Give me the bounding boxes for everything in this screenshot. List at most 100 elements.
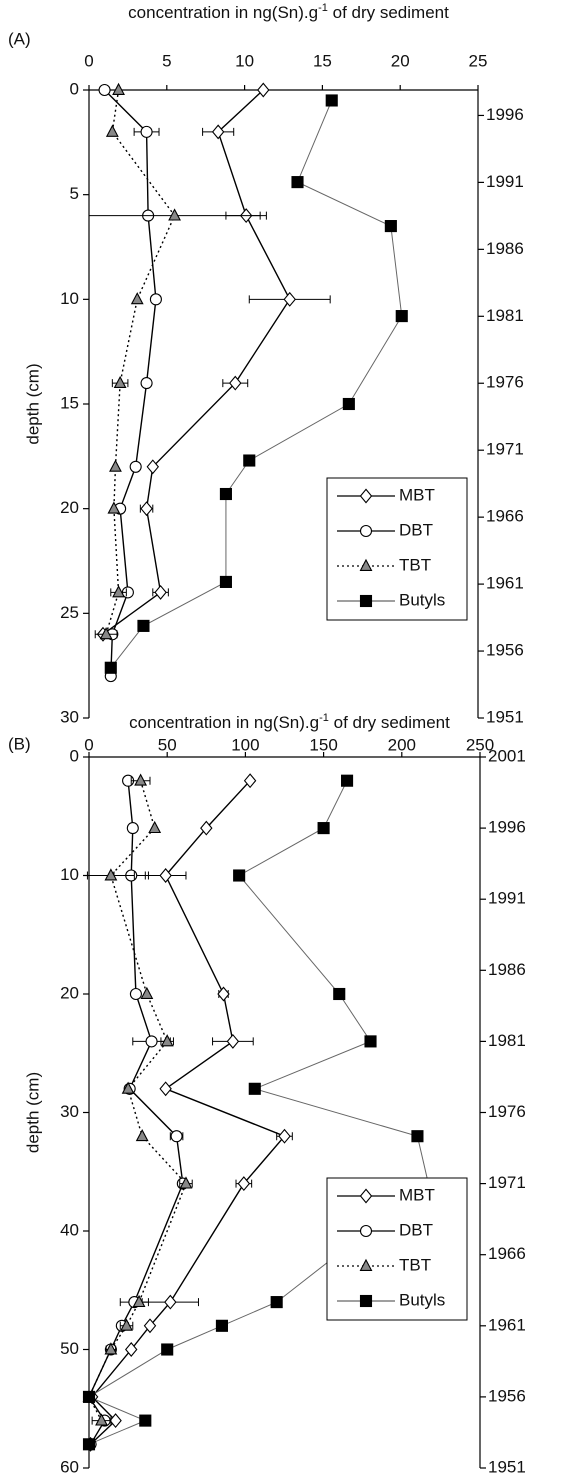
marker bbox=[132, 1294, 146, 1308]
y-tick-label: 30 bbox=[60, 1102, 79, 1121]
x-axis-title-part: of dry sediment bbox=[329, 713, 450, 732]
marker bbox=[140, 377, 153, 390]
marker bbox=[121, 1081, 135, 1094]
x-tick-label: 15 bbox=[313, 51, 332, 70]
y2-tick-label: 1971 bbox=[486, 440, 524, 459]
marker bbox=[364, 1035, 377, 1048]
y-tick-label: 5 bbox=[70, 184, 79, 203]
marker bbox=[99, 627, 113, 640]
marker bbox=[129, 460, 142, 473]
series-line bbox=[102, 89, 291, 635]
marker bbox=[109, 459, 122, 472]
y-tick-label: 10 bbox=[60, 865, 79, 884]
y2-tick-label: 2001 bbox=[488, 746, 526, 765]
marker bbox=[139, 1414, 152, 1427]
marker bbox=[291, 176, 304, 189]
y2-tick-label: 1991 bbox=[488, 889, 526, 908]
series-line bbox=[105, 89, 176, 635]
marker bbox=[243, 454, 256, 467]
marker bbox=[248, 1082, 261, 1095]
legend-marker bbox=[359, 1224, 373, 1238]
series-line bbox=[87, 780, 429, 1445]
marker bbox=[168, 208, 181, 221]
marker bbox=[149, 293, 162, 306]
y2-tick-label: 1976 bbox=[486, 373, 524, 392]
marker bbox=[170, 1130, 183, 1143]
legend-box bbox=[326, 477, 468, 621]
y-tick-label: 10 bbox=[60, 289, 79, 308]
marker bbox=[164, 1294, 177, 1310]
marker bbox=[237, 1176, 251, 1192]
marker bbox=[143, 1318, 157, 1334]
marker bbox=[82, 1390, 96, 1403]
y-tick-label: 0 bbox=[70, 746, 79, 765]
y-axis-title: depth (cm) bbox=[23, 363, 42, 444]
marker bbox=[140, 501, 153, 517]
marker bbox=[105, 124, 119, 137]
x-axis-title: concentration in ng(Sn).g-1 of dry sedim… bbox=[129, 712, 450, 733]
marker bbox=[317, 822, 330, 835]
legend-label: MBT bbox=[399, 485, 435, 504]
marker bbox=[411, 1130, 424, 1143]
marker bbox=[104, 868, 118, 881]
y2-tick-label: 1966 bbox=[486, 507, 524, 526]
panel-label: (A) bbox=[8, 29, 31, 48]
marker bbox=[200, 820, 213, 836]
legend-label: TBT bbox=[399, 1255, 431, 1274]
y2-tick-label: 1956 bbox=[486, 641, 524, 660]
x-tick-label: 50 bbox=[158, 735, 177, 754]
marker bbox=[148, 820, 162, 834]
marker bbox=[95, 1413, 108, 1426]
marker bbox=[179, 1176, 193, 1189]
marker bbox=[126, 822, 139, 835]
legend-marker bbox=[359, 594, 373, 608]
x-tick-label: 5 bbox=[162, 51, 171, 70]
marker bbox=[146, 459, 160, 475]
series-line bbox=[88, 780, 187, 1421]
y-tick-label: 60 bbox=[60, 1457, 79, 1476]
marker bbox=[270, 1296, 283, 1309]
marker bbox=[233, 869, 246, 882]
y2-tick-label: 1981 bbox=[486, 306, 524, 325]
x-axis-title-part: -1 bbox=[319, 712, 329, 724]
y2-tick-label: 1991 bbox=[486, 172, 524, 191]
marker bbox=[243, 773, 257, 789]
marker bbox=[140, 986, 154, 999]
y2-tick-label: 1971 bbox=[488, 1173, 526, 1192]
marker bbox=[134, 773, 148, 786]
marker bbox=[113, 375, 127, 389]
marker bbox=[395, 310, 408, 323]
legend-marker bbox=[359, 1258, 373, 1271]
y-tick-label: 20 bbox=[60, 498, 79, 517]
marker bbox=[129, 987, 142, 1001]
legend-marker bbox=[359, 1188, 373, 1204]
y2-tick-label: 1951 bbox=[486, 707, 524, 726]
y-tick-label: 25 bbox=[60, 603, 79, 622]
y2-tick-label: 1986 bbox=[486, 239, 524, 258]
x-tick-label: 250 bbox=[466, 735, 494, 754]
y-tick-label: 20 bbox=[60, 983, 79, 1002]
x-axis-title-part: concentration in ng(Sn).g bbox=[129, 713, 319, 732]
marker bbox=[104, 661, 117, 674]
legend-marker bbox=[359, 488, 373, 504]
marker bbox=[120, 1318, 133, 1331]
marker bbox=[333, 987, 346, 1001]
x-tick-label: 200 bbox=[388, 735, 416, 754]
y2-tick-label: 1951 bbox=[488, 1457, 526, 1476]
marker bbox=[98, 83, 111, 97]
legend-label: DBT bbox=[399, 520, 433, 539]
marker bbox=[219, 487, 232, 501]
marker bbox=[109, 1413, 122, 1429]
legend-marker bbox=[359, 558, 373, 571]
y-tick-label: 30 bbox=[60, 707, 79, 726]
marker bbox=[342, 397, 355, 411]
y-tick-label: 15 bbox=[60, 393, 79, 412]
x-tick-label: 25 bbox=[469, 51, 488, 70]
marker bbox=[278, 1128, 291, 1144]
legend-marker bbox=[359, 524, 373, 538]
marker bbox=[154, 584, 167, 600]
marker bbox=[226, 1033, 240, 1049]
marker bbox=[112, 82, 125, 95]
marker bbox=[215, 1319, 228, 1332]
